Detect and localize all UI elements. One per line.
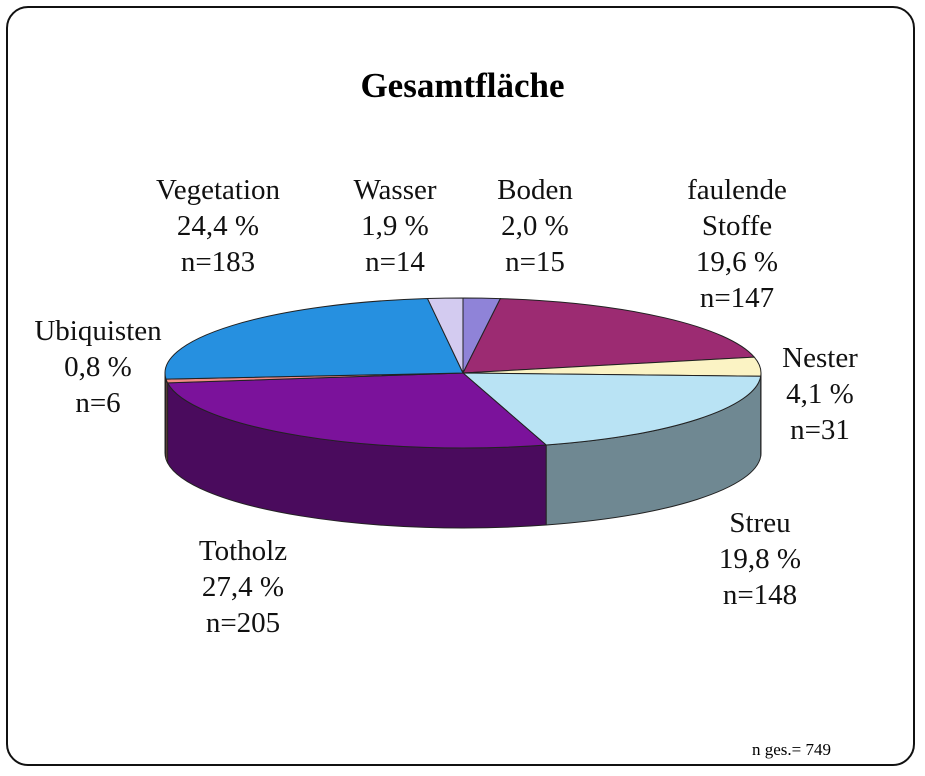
slice-label: Streu 19,8 % n=148 [719, 505, 801, 613]
category-label: Totholz [198, 535, 288, 567]
count-label: n=31 [790, 414, 850, 446]
value-label: 2,0 % [501, 210, 569, 242]
slice-label: Totholz 27,4 % n=205 [199, 533, 287, 641]
category-label: Vegetation [155, 174, 281, 206]
total-note: n ges.= 749 [752, 740, 831, 759]
count-label: n=6 [75, 387, 121, 419]
slice [166, 372, 548, 449]
value-label: 19,6 % [695, 246, 779, 278]
slice-label: Nester 4,1 % n=31 [782, 340, 858, 448]
chart-title: Gesamtfläche [360, 66, 565, 105]
slice-label: Boden 2,0 % n=15 [497, 172, 573, 280]
count-label: n=15 [505, 246, 565, 278]
category-label: faulende Stoffe [687, 174, 787, 242]
value-label: 27,4 % [201, 571, 285, 603]
slice [462, 298, 756, 374]
slice-label: Wasser 1,9 % n=14 [353, 172, 436, 280]
count-label: n=183 [180, 246, 256, 278]
slice-label: Vegetation 24,4 % n=183 [156, 172, 280, 280]
value-label: 1,9 % [361, 210, 429, 242]
count-label: n=14 [365, 246, 425, 278]
category-label: Ubiquisten [34, 315, 162, 347]
slice [461, 372, 762, 446]
slice-label: faulende Stoffe 19,6 % n=147 [667, 172, 807, 316]
count-label: n=148 [722, 579, 798, 611]
slice-side [164, 372, 167, 460]
category-label: Wasser [353, 174, 437, 206]
slice [164, 298, 464, 380]
value-label: 19,8 % [718, 543, 802, 575]
slice [426, 297, 464, 374]
value-label: 4,1 % [786, 378, 854, 410]
count-label: n=205 [205, 607, 281, 639]
category-label: Streu [729, 507, 791, 539]
category-label: Boden [497, 174, 573, 206]
count-label: n=147 [699, 282, 775, 314]
slice-label: Ubiquisten 0,8 % n=6 [34, 313, 161, 421]
category-label: Nester [782, 342, 858, 374]
value-label: 0,8 % [64, 351, 132, 383]
value-label: 24,4 % [176, 210, 260, 242]
